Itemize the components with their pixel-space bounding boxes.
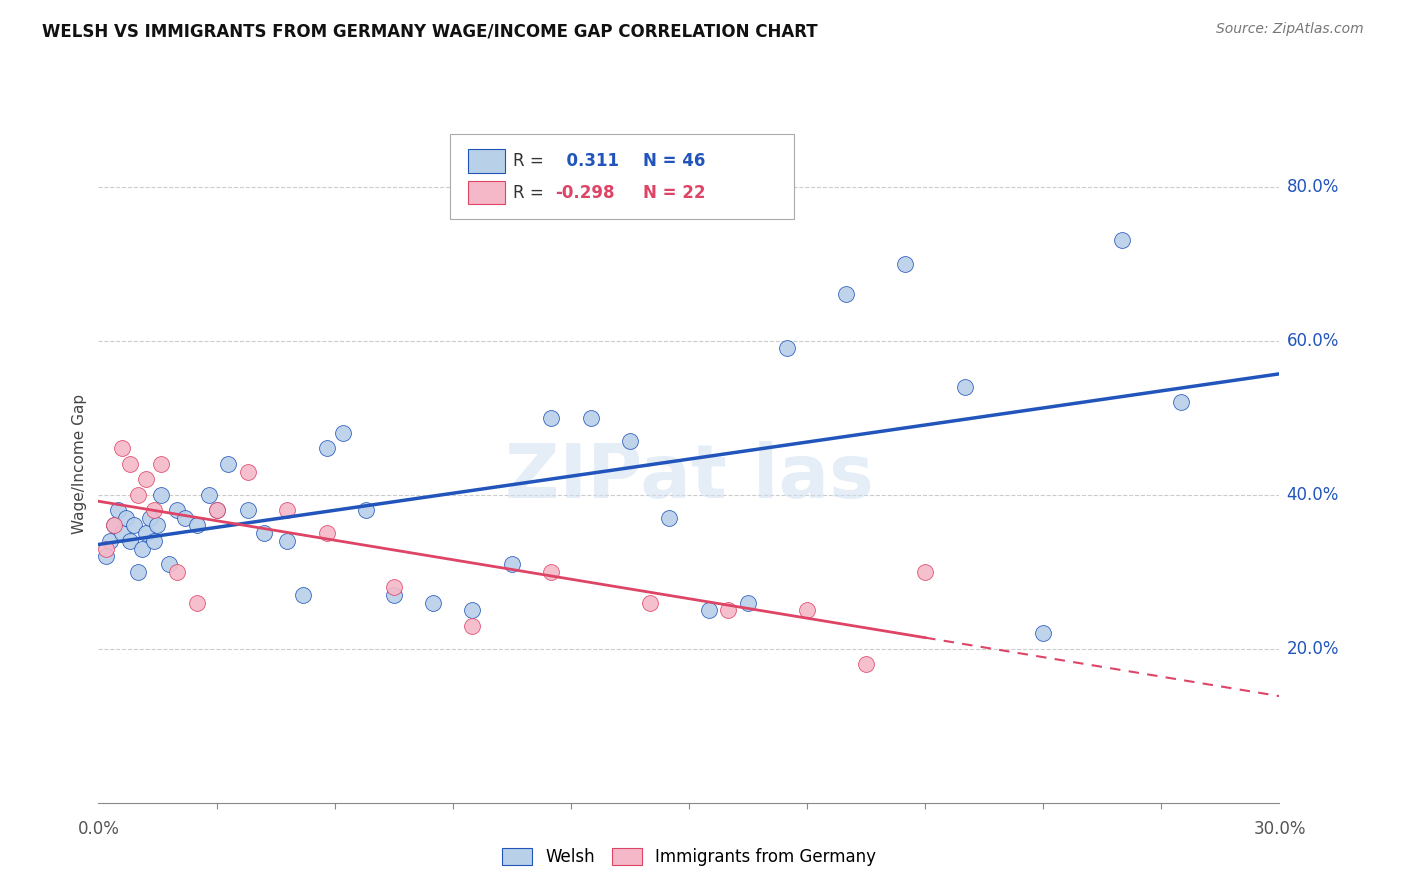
Point: [111, 526, 134, 541]
Text: -0.298: -0.298: [555, 184, 614, 202]
Point: [276, 503, 298, 517]
Point: [953, 380, 976, 394]
Point: [98, 533, 121, 548]
Y-axis label: Wage/Income Gap: Wage/Income Gap: [72, 393, 87, 534]
Point: [382, 580, 405, 594]
Point: [166, 565, 188, 579]
Point: [658, 510, 681, 524]
Point: [619, 434, 641, 448]
Point: [127, 565, 149, 579]
Text: 0.0%: 0.0%: [77, 820, 120, 838]
Point: [253, 526, 276, 541]
Point: [776, 341, 799, 355]
Point: [135, 472, 157, 486]
Point: [914, 565, 936, 579]
Point: [96, 549, 118, 564]
Point: [111, 442, 134, 456]
Point: [150, 457, 173, 471]
Text: ZIPat las: ZIPat las: [505, 441, 873, 514]
Text: 0.311: 0.311: [555, 152, 620, 170]
Point: [118, 533, 141, 548]
Point: [236, 503, 259, 517]
Point: [579, 410, 602, 425]
Point: [422, 595, 444, 609]
Point: [186, 595, 208, 609]
Point: [107, 503, 129, 517]
Point: [354, 503, 377, 517]
Point: [461, 603, 484, 617]
Point: [1170, 395, 1192, 409]
Text: 80.0%: 80.0%: [1286, 178, 1339, 195]
Point: [142, 533, 165, 548]
Text: R =: R =: [513, 152, 544, 170]
Text: N = 22: N = 22: [643, 184, 704, 202]
Point: [174, 510, 197, 524]
Point: [292, 588, 315, 602]
Point: [1032, 626, 1054, 640]
Legend: Welsh, Immigrants from Germany: Welsh, Immigrants from Germany: [495, 841, 883, 872]
Point: [276, 533, 298, 548]
Point: [186, 518, 208, 533]
Point: [1111, 234, 1133, 248]
Point: [150, 488, 173, 502]
Point: [205, 503, 228, 517]
Point: [142, 503, 165, 517]
Point: [461, 618, 484, 632]
Point: [135, 526, 157, 541]
Point: [737, 595, 759, 609]
Point: [146, 518, 169, 533]
Point: [127, 488, 149, 502]
Point: [796, 603, 818, 617]
Point: [157, 557, 180, 571]
Point: [382, 588, 405, 602]
Point: [131, 541, 153, 556]
Point: [103, 518, 125, 533]
Text: N = 46: N = 46: [643, 152, 704, 170]
Text: 40.0%: 40.0%: [1286, 485, 1339, 504]
Point: [540, 565, 562, 579]
Point: [835, 287, 858, 301]
Point: [166, 503, 188, 517]
Point: [205, 503, 228, 517]
Point: [855, 657, 877, 672]
Point: [501, 557, 523, 571]
Text: 60.0%: 60.0%: [1286, 332, 1339, 350]
Text: Source: ZipAtlas.com: Source: ZipAtlas.com: [1216, 22, 1364, 37]
Point: [894, 256, 917, 270]
Text: 30.0%: 30.0%: [1253, 820, 1306, 838]
Point: [138, 510, 160, 524]
Point: [540, 410, 562, 425]
Point: [118, 457, 141, 471]
Text: R =: R =: [513, 184, 544, 202]
Point: [315, 526, 337, 541]
Point: [115, 510, 138, 524]
Point: [122, 518, 145, 533]
Point: [96, 541, 118, 556]
Point: [332, 425, 354, 440]
Point: [697, 603, 720, 617]
Point: [717, 603, 740, 617]
Text: WELSH VS IMMIGRANTS FROM GERMANY WAGE/INCOME GAP CORRELATION CHART: WELSH VS IMMIGRANTS FROM GERMANY WAGE/IN…: [42, 22, 818, 40]
Point: [638, 595, 661, 609]
Point: [217, 457, 239, 471]
Point: [103, 518, 125, 533]
Point: [197, 488, 219, 502]
Point: [315, 442, 337, 456]
Text: 20.0%: 20.0%: [1286, 640, 1339, 657]
Point: [236, 465, 259, 479]
